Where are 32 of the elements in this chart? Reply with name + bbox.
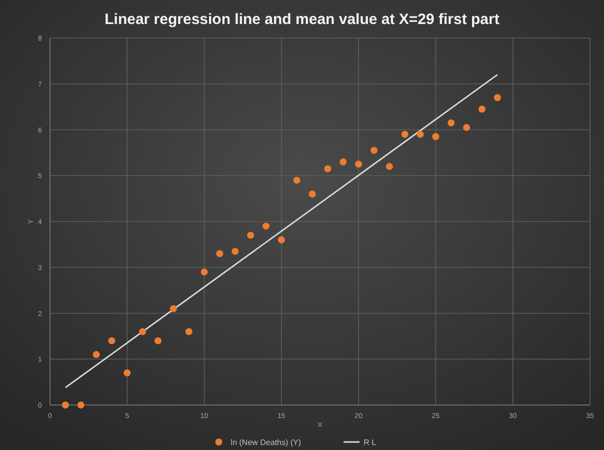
legend-label: ln (New Deaths) (Y) bbox=[230, 438, 302, 447]
point bbox=[448, 119, 455, 126]
chart-title: Linear regression line and mean value at X=29 first part bbox=[104, 11, 500, 28]
point bbox=[108, 337, 116, 344]
point bbox=[494, 94, 501, 102]
point bbox=[401, 130, 408, 138]
point bbox=[216, 250, 224, 258]
point bbox=[200, 268, 208, 276]
point bbox=[293, 176, 300, 184]
point bbox=[416, 130, 424, 138]
point bbox=[308, 190, 316, 198]
point bbox=[154, 337, 162, 344]
point bbox=[62, 402, 69, 408]
point bbox=[340, 158, 347, 166]
point bbox=[139, 328, 146, 336]
point bbox=[232, 248, 239, 255]
legend-label: R L bbox=[364, 438, 377, 447]
point bbox=[478, 106, 486, 113]
point bbox=[185, 328, 192, 336]
point bbox=[278, 236, 285, 244]
point bbox=[170, 305, 177, 312]
point bbox=[370, 146, 378, 154]
point bbox=[463, 124, 470, 131]
point bbox=[355, 160, 362, 168]
point bbox=[124, 369, 131, 376]
point bbox=[247, 232, 254, 239]
point bbox=[432, 133, 440, 140]
point bbox=[92, 351, 100, 358]
point bbox=[77, 402, 84, 408]
point bbox=[324, 165, 332, 172]
point bbox=[262, 222, 270, 230]
point bbox=[386, 162, 393, 170]
